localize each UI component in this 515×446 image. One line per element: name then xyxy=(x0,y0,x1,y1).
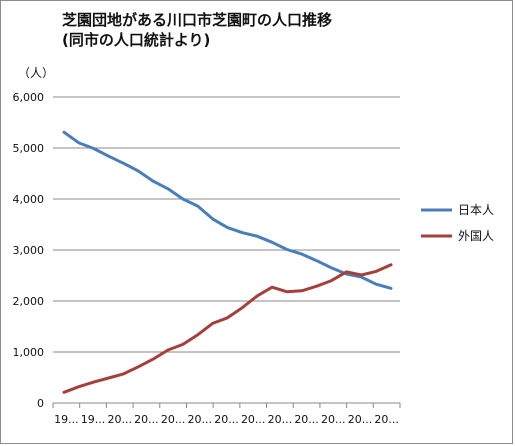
y-tick-label: 3,000 xyxy=(13,244,45,257)
y-tick-label: 5,000 xyxy=(13,142,45,155)
x-tick-label: 20... xyxy=(107,413,132,426)
y-axis-unit: （人） xyxy=(18,66,55,80)
x-tick-label: 20... xyxy=(188,413,213,426)
series-line-2 xyxy=(62,263,393,394)
x-tick-label: 20... xyxy=(134,413,159,426)
x-tick-label: 20... xyxy=(214,413,239,426)
x-tick-label: 19... xyxy=(54,413,79,426)
y-tick-label: 2,000 xyxy=(13,295,45,308)
x-tick-label: 20... xyxy=(348,413,373,426)
y-tick-label: 4,000 xyxy=(13,193,45,206)
series-line-1 xyxy=(62,130,393,290)
x-tick-label: 20... xyxy=(294,413,319,426)
chart-title-line1: 芝園団地がある川口市芝園町の人口推移 xyxy=(62,11,333,29)
legend-label-2: 外国人 xyxy=(458,229,494,243)
x-tick-label: 19... xyxy=(81,413,106,426)
x-tick-label: 20... xyxy=(374,413,399,426)
x-tick-label: 20... xyxy=(161,413,186,426)
y-tick-label: 6,000 xyxy=(13,91,45,104)
chart-title-line2: (同市の人口統計より) xyxy=(62,31,211,49)
y-tick-label: 1,000 xyxy=(13,346,45,359)
x-tick-label: 20... xyxy=(268,413,293,426)
x-tick-label: 20... xyxy=(241,413,266,426)
x-tick-label: 20... xyxy=(321,413,346,426)
chart-title: 芝園団地がある川口市芝園町の人口推移 (同市の人口統計より) xyxy=(62,10,332,50)
y-tick-label: 0 xyxy=(37,397,44,410)
legend-label-1: 日本人 xyxy=(458,203,494,217)
